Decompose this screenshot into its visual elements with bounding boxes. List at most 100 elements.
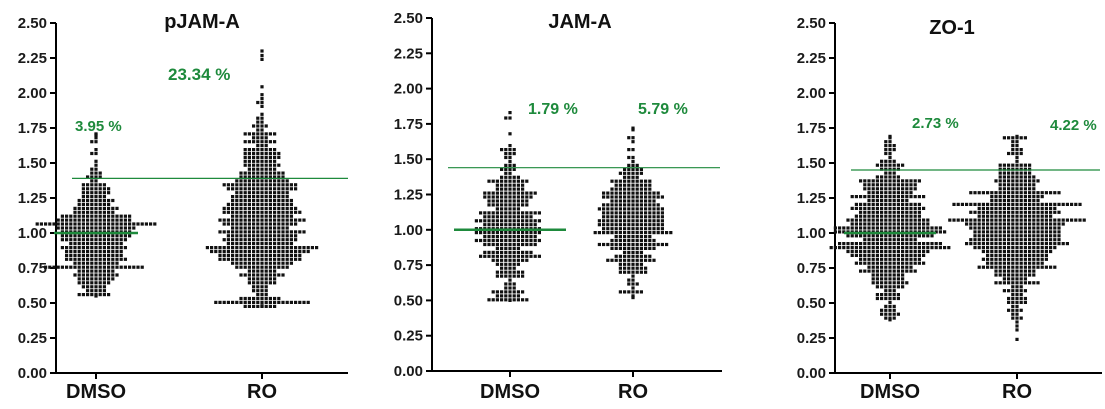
data-point <box>614 187 618 191</box>
data-point <box>998 202 1002 206</box>
data-point <box>281 261 285 265</box>
data-point <box>247 218 251 222</box>
data-point <box>627 219 631 223</box>
data-point <box>850 249 854 254</box>
data-point <box>986 226 990 230</box>
data-point <box>508 159 512 164</box>
data-point <box>487 179 491 183</box>
data-point <box>115 257 119 261</box>
data-point <box>977 191 981 195</box>
data-point <box>892 171 896 175</box>
data-point <box>635 223 639 227</box>
data-point <box>102 249 106 254</box>
data-point <box>504 179 508 183</box>
data-point <box>239 273 243 277</box>
data-point <box>1023 202 1027 206</box>
data-point <box>81 183 85 187</box>
data-point <box>880 226 884 230</box>
data-point <box>1015 249 1019 254</box>
data-point <box>917 257 921 261</box>
data-point <box>1011 187 1015 191</box>
data-point <box>1019 285 1023 289</box>
data-point <box>252 300 256 304</box>
data-point <box>239 242 243 246</box>
data-point <box>1007 198 1011 203</box>
data-point <box>247 202 251 206</box>
data-point <box>98 206 102 210</box>
data-point <box>994 257 998 261</box>
data-point <box>243 191 247 195</box>
data-point <box>298 246 302 250</box>
data-point <box>892 195 896 199</box>
data-point <box>260 277 264 281</box>
data-point <box>977 242 981 246</box>
data-point <box>1015 265 1019 269</box>
data-point <box>1011 167 1015 171</box>
data-point <box>644 179 648 183</box>
data-point <box>239 257 243 261</box>
data-point <box>264 296 268 301</box>
data-point <box>846 242 850 246</box>
data-point <box>102 277 106 281</box>
data-point <box>516 183 520 187</box>
data-point <box>1040 249 1044 254</box>
data-point <box>892 253 896 257</box>
data-point <box>98 171 102 175</box>
data-point <box>525 223 529 227</box>
data-point <box>132 226 136 230</box>
data-point <box>863 238 867 242</box>
data-point <box>218 218 222 222</box>
data-point <box>60 234 64 238</box>
x-category-label: DMSO <box>66 381 126 403</box>
data-point <box>273 277 277 281</box>
data-point <box>504 266 508 270</box>
data-point <box>521 235 525 239</box>
data-point <box>268 202 272 206</box>
data-point <box>529 223 533 227</box>
data-point <box>107 277 111 281</box>
data-point <box>1070 218 1074 222</box>
data-point <box>1032 246 1036 250</box>
data-point <box>854 242 858 246</box>
data-point <box>1002 187 1006 191</box>
data-point <box>132 265 136 269</box>
data-point <box>252 214 256 218</box>
data-point <box>491 254 495 258</box>
data-point <box>842 230 846 234</box>
data-point <box>123 222 127 226</box>
data-point <box>226 187 230 191</box>
data-point <box>850 195 854 199</box>
data-point <box>871 269 875 273</box>
data-point <box>656 227 660 231</box>
data-point <box>285 191 289 195</box>
data-point <box>508 286 512 290</box>
data-point <box>905 218 909 222</box>
data-point <box>990 253 994 257</box>
data-point <box>231 195 235 199</box>
data-point <box>660 227 664 231</box>
data-point <box>504 167 508 171</box>
data-point <box>264 124 268 128</box>
data-point <box>1044 249 1048 254</box>
data-point <box>508 238 512 243</box>
data-point <box>863 269 867 273</box>
data-point <box>1028 230 1032 234</box>
data-point <box>627 254 631 258</box>
data-point <box>260 124 264 128</box>
data-point <box>111 214 115 218</box>
data-point <box>863 234 867 238</box>
data-point <box>905 238 909 242</box>
data-point <box>222 300 226 304</box>
data-point <box>252 155 256 159</box>
data-point <box>73 249 77 254</box>
data-point <box>1053 230 1057 234</box>
data-point <box>302 230 306 234</box>
data-point <box>264 269 268 273</box>
data-point <box>107 218 111 222</box>
data-point <box>901 163 905 167</box>
data-point <box>256 281 260 285</box>
data-point <box>994 226 998 230</box>
data-point <box>256 148 260 152</box>
data-point <box>1036 261 1040 265</box>
data-point <box>256 179 260 183</box>
